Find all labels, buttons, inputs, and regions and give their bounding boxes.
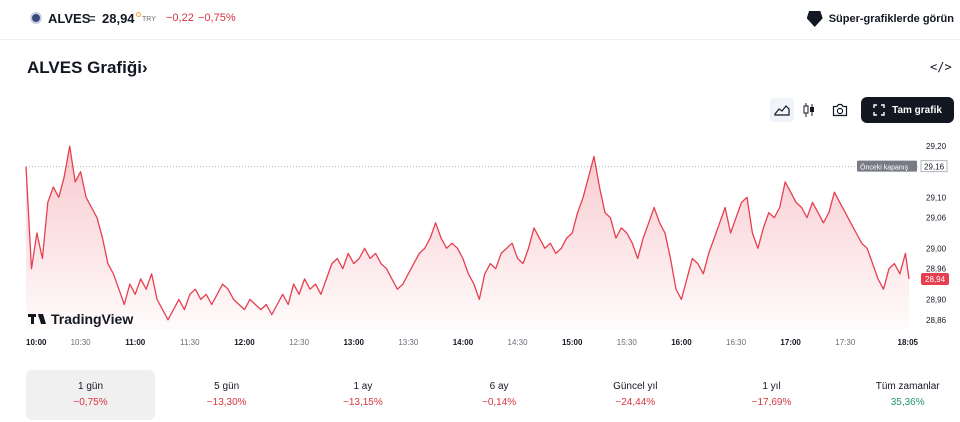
- full-chart-button[interactable]: Tam grafik: [861, 97, 954, 123]
- x-tick-label: 16:00: [671, 338, 692, 347]
- x-tick-label: 13:00: [343, 338, 364, 347]
- range-change: −17,69%: [751, 397, 792, 408]
- x-tick-label: 12:00: [234, 338, 255, 347]
- range-change: 35,36%: [890, 397, 925, 408]
- range-4[interactable]: Güncel yıl −24,44%: [571, 370, 700, 420]
- y-tick-label: 28,86: [926, 316, 947, 325]
- symbol-separator: =: [88, 11, 96, 26]
- x-tick-label: 11:30: [180, 338, 200, 347]
- y-tick-label: 29,00: [926, 244, 947, 253]
- fullscreen-icon: [873, 104, 885, 116]
- range-change: −13,30%: [206, 397, 247, 408]
- range-change: −0,14%: [481, 397, 517, 408]
- range-2[interactable]: 1 ay −13,15%: [298, 370, 427, 420]
- price-area-fill: [26, 146, 909, 330]
- range-label: Güncel yıl: [613, 381, 658, 392]
- last-price-value: 28,94: [925, 275, 946, 284]
- price-chart[interactable]: 29,20 29,10 29,06 29,00 28,96 28,90 28,86 Trad…: [0, 128, 960, 350]
- range-1[interactable]: 5 gün −13,30%: [162, 370, 291, 420]
- range-label: 5 gün: [214, 381, 240, 392]
- range-0[interactable]: 1 gün −0,75%: [26, 370, 155, 420]
- embed-code-button[interactable]: </>: [930, 60, 952, 74]
- supercharts-icon: [806, 11, 823, 27]
- watermark-text: TradingView: [51, 311, 133, 327]
- chart-title[interactable]: ALVES Grafiği: [27, 58, 142, 77]
- last-price-label: 28,94: [921, 272, 949, 285]
- symbol-header: ALVES = 28,94 TRY −0,22 −0,75% Süper-gra…: [0, 0, 960, 40]
- x-tick-label: 13:30: [398, 338, 419, 347]
- x-tick-label: 12:30: [289, 338, 310, 347]
- alves-logo-icon: [30, 12, 42, 24]
- range-label: 1 gün: [77, 381, 104, 392]
- tradingview-logo-icon: [28, 314, 46, 324]
- open-supercharts-link[interactable]: Süper-grafiklerde görün: [806, 10, 954, 28]
- range-change: −13,15%: [343, 397, 383, 408]
- candle-style-button[interactable]: [797, 98, 821, 122]
- range-change: −24,44%: [615, 397, 656, 408]
- range-5[interactable]: 1 yıl −17,69%: [707, 370, 836, 420]
- previous-close-text: Önceki kapanış: [860, 164, 909, 172]
- previous-close-label: Önceki kapanış 29,16: [857, 160, 948, 173]
- price-change: −0,22: [166, 12, 194, 24]
- range-label: Tüm zamanlar: [875, 381, 940, 392]
- range-label: 1 yıl: [762, 381, 781, 392]
- price-line: [25, 145, 910, 321]
- area-style-button[interactable]: [770, 98, 794, 122]
- supercharts-label: Süper-grafiklerde görün: [828, 13, 954, 25]
- x-tick-label: 17:30: [835, 338, 856, 347]
- x-tick-label: 14:00: [453, 338, 474, 347]
- currency-code: TRY: [142, 16, 156, 23]
- candlestick-icon: [803, 103, 814, 117]
- range-selector: 1 gün −0,75% 5 gün −13,30% 1 ay −13,15% 6 ay −0…: [26, 370, 956, 420]
- market-status-icon: [136, 12, 141, 17]
- x-tick-label: 11:00: [125, 338, 146, 347]
- x-tick-label: 16:30: [726, 338, 747, 347]
- range-6[interactable]: Tüm zamanlar 35,36%: [843, 370, 960, 420]
- camera-icon: [832, 103, 848, 117]
- full-chart-label: Tam grafik: [892, 104, 942, 116]
- tradingview-watermark: TradingView: [28, 311, 133, 327]
- range-label: 1 ay: [353, 381, 373, 392]
- x-tick-label: 15:30: [617, 338, 638, 347]
- x-tick-label: 17:00: [780, 338, 801, 347]
- y-tick-label: 28,90: [926, 295, 947, 304]
- y-tick-label: 29,10: [926, 193, 947, 202]
- x-tick-label: 18:05: [898, 338, 919, 347]
- y-tick-label: 29,06: [926, 214, 947, 223]
- snapshot-button[interactable]: [828, 98, 852, 122]
- symbol-name: ALVES: [48, 11, 91, 26]
- y-tick-label: 28,96: [926, 265, 947, 274]
- range-3[interactable]: 6 ay −0,14%: [435, 370, 564, 420]
- range-label: 6 ay: [489, 381, 509, 392]
- y-tick-label: 29,20: [926, 142, 947, 151]
- x-tick-label: 10:00: [26, 338, 47, 347]
- price-change-percent: −0,75%: [198, 12, 236, 24]
- previous-close-value: 29,16: [924, 163, 945, 172]
- x-tick-label: 10:30: [71, 338, 92, 347]
- x-tick-label: 15:00: [562, 338, 583, 347]
- x-tick-label: 14:30: [508, 338, 529, 347]
- chevron-right-icon[interactable]: ›: [142, 58, 148, 77]
- last-price: 28,94: [102, 11, 135, 26]
- range-change: −0,75%: [73, 397, 108, 408]
- area-chart-icon: [774, 105, 790, 116]
